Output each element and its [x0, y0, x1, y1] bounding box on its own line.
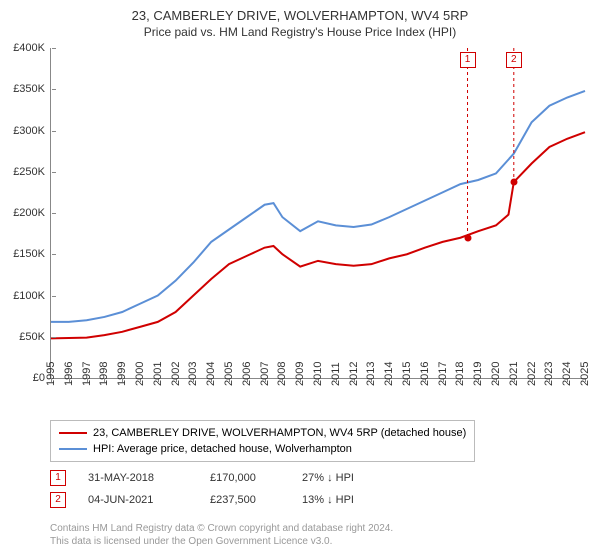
x-tick-label: 2021	[508, 362, 520, 386]
event-marker-box: 1	[50, 470, 66, 486]
x-tick-label: 2025	[579, 362, 591, 386]
legend-swatch	[59, 432, 87, 434]
chart-lines-svg	[51, 48, 585, 378]
x-tick-label: 2020	[490, 362, 502, 386]
legend-swatch	[59, 448, 87, 450]
x-tick-label: 2018	[454, 362, 466, 386]
legend-row: 23, CAMBERLEY DRIVE, WOLVERHAMPTON, WV4 …	[59, 425, 466, 441]
x-tick-label: 2022	[526, 362, 538, 386]
event-table: 1 31-MAY-2018 £170,000 27% ↓ HPI 2 04-JUN-202…	[50, 470, 354, 514]
footer-line-2: This data is licensed under the Open Gov…	[50, 535, 393, 548]
x-tick-label: 2007	[259, 362, 271, 386]
marker-dot	[510, 179, 517, 186]
x-tick-label: 1999	[116, 362, 128, 386]
x-tick-label: 2012	[348, 362, 360, 386]
legend-row: HPI: Average price, detached house, Wolv…	[59, 441, 466, 457]
series-hpi-line	[51, 91, 585, 322]
event-price: £237,500	[210, 494, 280, 506]
event-marker-box: 2	[50, 492, 66, 508]
x-tick-label: 2023	[543, 362, 555, 386]
x-tick-label: 2010	[312, 362, 324, 386]
x-tick-label: 2009	[294, 362, 306, 386]
legend-label: 23, CAMBERLEY DRIVE, WOLVERHAMPTON, WV4 …	[93, 425, 466, 441]
marker-label-box: 2	[506, 52, 522, 68]
chart-subtitle: Price paid vs. HM Land Registry's House …	[0, 23, 600, 43]
y-tick-label: £300K	[13, 125, 51, 137]
x-tick-label: 1995	[45, 362, 57, 386]
x-tick-label: 2024	[561, 362, 573, 386]
y-tick-label: £250K	[13, 166, 51, 178]
y-tick-label: £200K	[13, 207, 51, 219]
x-tick-label: 2008	[276, 362, 288, 386]
x-tick-label: 2006	[241, 362, 253, 386]
marker-label-box: 1	[460, 52, 476, 68]
footer-line-1: Contains HM Land Registry data © Crown c…	[50, 522, 393, 535]
x-tick-label: 2019	[472, 362, 484, 386]
x-tick-label: 1996	[63, 362, 75, 386]
legend-box: 23, CAMBERLEY DRIVE, WOLVERHAMPTON, WV4 …	[50, 420, 475, 462]
x-tick-label: 1997	[81, 362, 93, 386]
event-row: 2 04-JUN-2021 £237,500 13% ↓ HPI	[50, 492, 354, 508]
x-tick-label: 2017	[437, 362, 449, 386]
x-tick-label: 2011	[330, 362, 342, 386]
y-tick-label: £50K	[19, 331, 51, 343]
x-tick-label: 2014	[383, 362, 395, 386]
event-price: £170,000	[210, 472, 280, 484]
x-tick-label: 2004	[205, 362, 217, 386]
x-tick-label: 2003	[187, 362, 199, 386]
x-tick-label: 2005	[223, 362, 235, 386]
x-tick-label: 1998	[98, 362, 110, 386]
event-row: 1 31-MAY-2018 £170,000 27% ↓ HPI	[50, 470, 354, 486]
x-tick-label: 2015	[401, 362, 413, 386]
x-tick-label: 2013	[365, 362, 377, 386]
marker-dot	[464, 234, 471, 241]
x-tick-label: 2016	[419, 362, 431, 386]
y-tick-label: £350K	[13, 83, 51, 95]
x-tick-label: 2001	[152, 362, 164, 386]
legend-label: HPI: Average price, detached house, Wolv…	[93, 441, 352, 457]
footer-attribution: Contains HM Land Registry data © Crown c…	[50, 522, 393, 548]
event-date: 31-MAY-2018	[88, 472, 188, 484]
x-tick-label: 2002	[170, 362, 182, 386]
event-date: 04-JUN-2021	[88, 494, 188, 506]
y-tick-label: £100K	[13, 290, 51, 302]
chart-plot-area: £0£50K£100K£150K£200K£250K£300K£350K£400…	[50, 48, 585, 379]
x-tick-label: 2000	[134, 362, 146, 386]
y-tick-label: £400K	[13, 42, 51, 54]
y-tick-label: £150K	[13, 248, 51, 260]
event-pct: 13% ↓ HPI	[302, 494, 354, 506]
event-pct: 27% ↓ HPI	[302, 472, 354, 484]
chart-title: 23, CAMBERLEY DRIVE, WOLVERHAMPTON, WV4 …	[0, 0, 600, 23]
